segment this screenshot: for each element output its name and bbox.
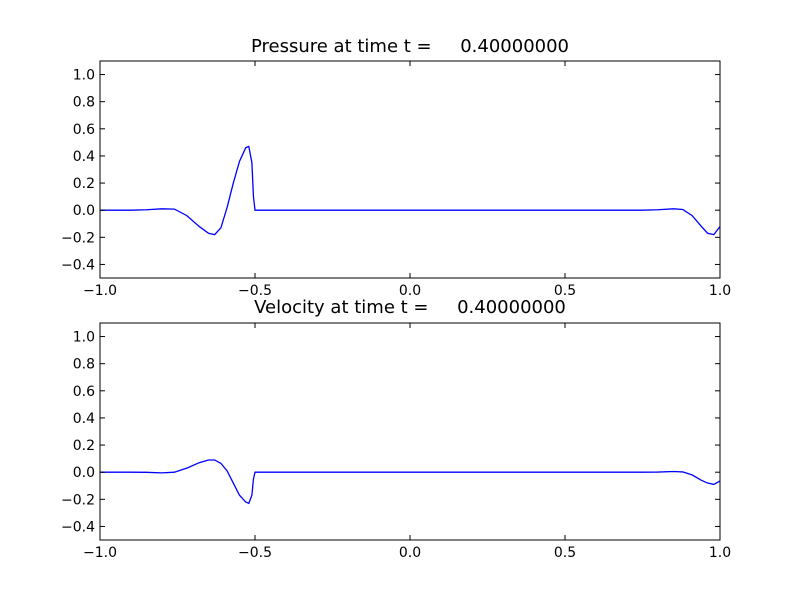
pressure-subplot: Pressure at time t = 0.40000000 −1.0 −0.5… bbox=[61, 36, 731, 299]
velocity-y-tick-label: 0.4 bbox=[73, 411, 95, 427]
pressure-y-tick-label: 0.8 bbox=[73, 95, 95, 111]
velocity-y-tick-label: 0.8 bbox=[73, 357, 95, 373]
pressure-y-tick-label: 0.2 bbox=[73, 176, 95, 192]
velocity-x-tick-label: 0.5 bbox=[554, 545, 576, 561]
pressure-x-tick-label: −0.5 bbox=[238, 283, 272, 299]
velocity-x-tick-label: 1.0 bbox=[709, 545, 731, 561]
velocity-subplot: Velocity at time t = 0.40000000 −1.0 −0.5… bbox=[61, 297, 731, 561]
velocity-series-line bbox=[100, 459, 721, 505]
pressure-x-tick-label: −1.0 bbox=[83, 283, 117, 299]
velocity-axes-frame bbox=[99, 322, 721, 541]
velocity-x-tick-label: −0.5 bbox=[238, 545, 272, 561]
pressure-title: Pressure at time t = 0.40000000 bbox=[251, 36, 569, 57]
velocity-y-tick-label: 0.6 bbox=[73, 384, 95, 400]
velocity-x-tick-label: 0.0 bbox=[399, 545, 421, 561]
pressure-y-tick-label: −0.2 bbox=[61, 230, 95, 246]
velocity-y-tick-label: 1.0 bbox=[73, 330, 95, 346]
velocity-y-tick-label: 0.2 bbox=[73, 438, 95, 454]
pressure-x-tick-label: 0.5 bbox=[554, 283, 576, 299]
pressure-y-tick-label: −0.4 bbox=[61, 257, 95, 273]
velocity-y-tick-label: −0.2 bbox=[61, 492, 95, 508]
pressure-y-tick-label: 0.6 bbox=[73, 122, 95, 138]
pressure-x-tick-label: 1.0 bbox=[709, 283, 731, 299]
velocity-y-tick-label: −0.4 bbox=[61, 519, 95, 535]
velocity-y-tick-label: 0.0 bbox=[73, 465, 95, 481]
pressure-y-tick-label: 0.0 bbox=[73, 203, 95, 219]
pressure-x-tick-label: 0.0 bbox=[399, 283, 421, 299]
velocity-title: Velocity at time t = 0.40000000 bbox=[254, 297, 566, 318]
pressure-series-line bbox=[100, 145, 721, 236]
pressure-y-tick-label: 1.0 bbox=[73, 68, 95, 84]
velocity-x-tick-label: −1.0 bbox=[83, 545, 117, 561]
pressure-axes-frame bbox=[99, 60, 721, 279]
pressure-y-tick-label: 0.4 bbox=[73, 149, 95, 165]
